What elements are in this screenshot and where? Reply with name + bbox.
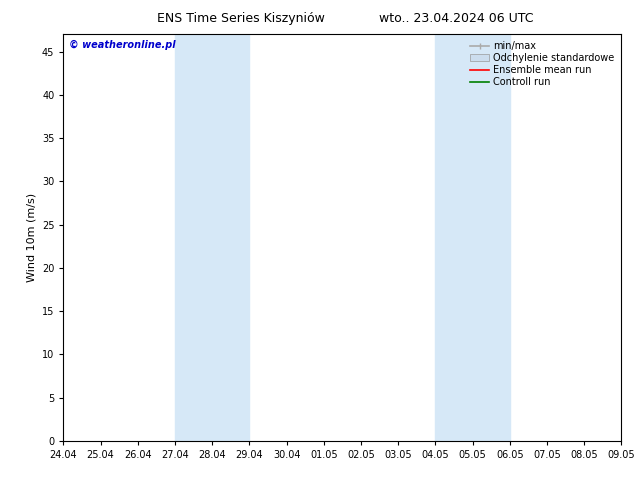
Bar — [175, 34, 249, 441]
Text: © weatheronline.pl: © weatheronline.pl — [69, 40, 176, 50]
Y-axis label: Wind 10m (m/s): Wind 10m (m/s) — [27, 193, 36, 282]
Text: ENS Time Series Kiszyniów: ENS Time Series Kiszyniów — [157, 12, 325, 25]
Legend: min/max, Odchylenie standardowe, Ensemble mean run, Controll run: min/max, Odchylenie standardowe, Ensembl… — [468, 39, 616, 89]
Bar — [436, 34, 510, 441]
Text: wto.. 23.04.2024 06 UTC: wto.. 23.04.2024 06 UTC — [379, 12, 534, 25]
